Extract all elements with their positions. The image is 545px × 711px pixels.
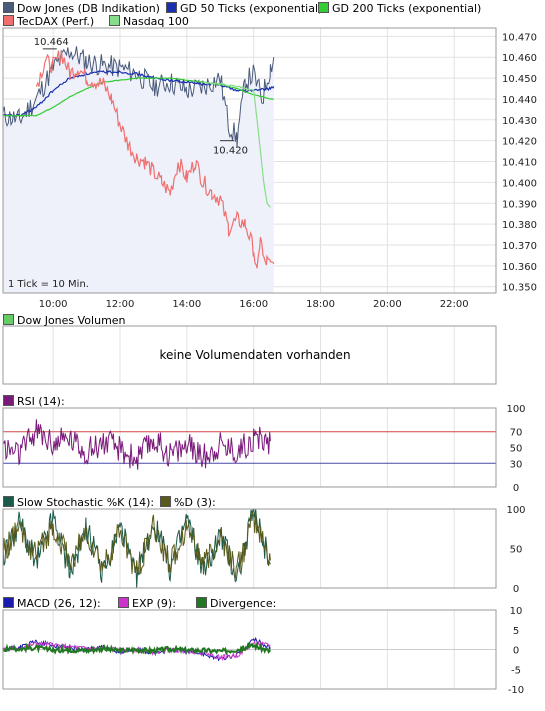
x-tick-label: 12:00 (106, 299, 135, 310)
legend-stoch-d: %D (3): (160, 496, 216, 509)
y-tick-label: 10.370 (502, 241, 537, 252)
legend-swatch (3, 496, 14, 507)
legend-swatch (118, 597, 129, 608)
y-tick-label: 100 (506, 505, 525, 516)
x-tick-label: 16:00 (239, 299, 268, 310)
y-tick-label: 10.390 (502, 199, 537, 210)
oscillator-line-1 (2, 510, 271, 580)
tick-note: 1 Tick = 10 Min. (8, 279, 89, 290)
legend-swatch (3, 15, 14, 26)
legend-swatch (3, 597, 14, 608)
legend-rsi: RSI (14): (3, 395, 65, 408)
legend-nasdaq: Nasdaq 100 (109, 15, 189, 28)
y-tick-label: 10.400 (502, 178, 537, 189)
legend-swatch (160, 496, 171, 507)
y-tick-label: 50 (510, 444, 523, 455)
legend-swatch (166, 2, 177, 13)
volume-panel-frame (2, 325, 497, 385)
x-tick-label: 10:00 (39, 299, 68, 310)
legend-swatch (109, 15, 120, 26)
legend-stoch-k: Slow Stochastic %K (14): (3, 496, 154, 509)
legend-exp: EXP (9): (118, 597, 176, 610)
oscillator-panel-frame (2, 609, 497, 690)
y-tick-label: 10.460 (502, 53, 537, 64)
y-tick-label: 10.350 (502, 283, 537, 294)
y-tick-label: 100 (506, 404, 525, 415)
y-tick-label: 10.450 (502, 74, 537, 85)
series-line-0 (2, 46, 275, 148)
main-panel-frame (2, 27, 497, 294)
y-tick-label: 0 (513, 483, 519, 494)
y-tick-label: -10 (508, 685, 524, 696)
legend-macd: MACD (26, 12): (3, 597, 101, 610)
legend-swatch (3, 395, 14, 406)
y-tick-label: 0 (513, 584, 519, 595)
y-tick-label: 10.420 (502, 137, 537, 148)
legend-volume: Dow Jones Volumen (3, 314, 126, 327)
x-tick-label: 22:00 (440, 299, 469, 310)
y-tick-label: 5 (513, 626, 519, 637)
oscillator-line-2 (2, 641, 272, 656)
legend-swatch (3, 2, 14, 13)
y-tick-label: -5 (511, 665, 521, 676)
dow-jones-area (3, 46, 274, 293)
no-volume-data-message: keine Volumendaten vorhanden (159, 348, 351, 362)
y-tick-label: 10.430 (502, 116, 537, 127)
series-line-3 (35, 50, 275, 269)
series-line-1 (2, 70, 275, 118)
x-tick-label: 20:00 (373, 299, 402, 310)
oscillator-panel-frame (2, 508, 497, 589)
annotation-label: 10.420 (213, 146, 248, 157)
series-line-4 (203, 81, 271, 208)
oscillator-line-0 (2, 419, 271, 470)
x-tick-label: 18:00 (306, 299, 335, 310)
y-tick-label: 30 (510, 459, 523, 470)
legend-divergence: Divergence: (196, 597, 276, 610)
series-line-2 (2, 77, 274, 117)
y-tick-label: 10.360 (502, 262, 537, 273)
y-tick-label: 10.380 (502, 220, 537, 231)
legend-swatch (318, 2, 329, 13)
legend-swatch (196, 597, 207, 608)
legend-tecdax: TecDAX (Perf.) (3, 15, 94, 28)
y-tick-label: 10 (510, 606, 523, 617)
oscillator-panel-frame (2, 407, 497, 488)
x-tick-label: 14:00 (172, 299, 201, 310)
y-tick-label: 50 (510, 545, 523, 556)
legend-gd200: GD 200 Ticks (exponential) (318, 2, 481, 15)
legend-gd50: GD 50 Ticks (exponential) (166, 2, 322, 15)
legend-dow-jones: Dow Jones (DB Indikation) (3, 2, 160, 15)
y-tick-label: 0 (513, 646, 519, 657)
y-tick-label: 10.470 (502, 32, 537, 43)
y-tick-label: 10.440 (502, 95, 537, 106)
legend-swatch (3, 314, 14, 325)
annotation-label: 10.464 (34, 37, 69, 48)
y-tick-label: 10.410 (502, 158, 537, 169)
y-tick-label: 70 (510, 428, 523, 439)
